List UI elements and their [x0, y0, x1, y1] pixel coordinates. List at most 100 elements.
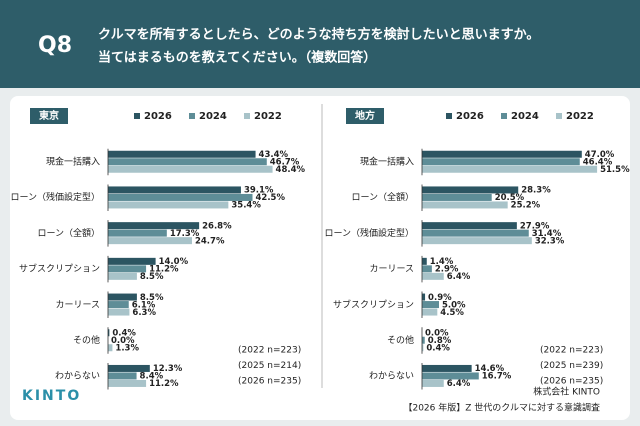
value-label: 6.3% [132, 308, 156, 318]
category-label: ローン（全額） [351, 191, 414, 203]
bar [422, 193, 492, 201]
value-label: 31.4% [532, 229, 562, 239]
bar [108, 372, 137, 380]
value-label: 43.4% [259, 150, 289, 160]
bar [108, 364, 150, 372]
category-label: わからない [55, 371, 100, 382]
bar [422, 201, 508, 209]
value-label: 32.3% [535, 236, 565, 246]
value-label: 6.1% [132, 300, 156, 310]
logo: KINTO [22, 388, 81, 404]
source: 【2026 年版】Z 世代のクルマに対する意識調査 [403, 402, 600, 414]
question-line: クルマを所有するとしたら、どのような持ち方を検討したいと思いますか。 [98, 27, 539, 43]
value-label: 16.7% [482, 372, 512, 382]
bar [108, 165, 273, 173]
bar [108, 344, 113, 352]
bar [108, 301, 129, 309]
bar [108, 193, 253, 201]
value-label: 26.8% [202, 221, 232, 231]
value-label: 0.4% [426, 344, 450, 354]
bar [108, 293, 137, 301]
note: (2022 n=223) [238, 346, 301, 356]
value-label: 24.7% [195, 236, 225, 246]
bar [422, 165, 598, 173]
bar [422, 158, 580, 166]
panel-label-box [346, 108, 384, 124]
category-label: その他 [387, 334, 414, 346]
category-label: ローン（残価設定型） [10, 191, 100, 203]
bar [422, 364, 472, 372]
note: (2026 n=235) [540, 377, 603, 387]
value-label: 4.5% [440, 308, 464, 318]
category-label: 現金一括購入 [46, 156, 100, 168]
bar [422, 150, 582, 158]
value-label: 11.2% [149, 379, 179, 389]
category-label: その他 [73, 334, 100, 346]
legend-label: 2022 [254, 111, 282, 122]
value-label: 47.0% [585, 150, 615, 160]
value-label: 46.4% [583, 158, 613, 168]
legend-label: 2024 [199, 111, 227, 122]
bar [422, 186, 519, 194]
value-label: 8.5% [140, 272, 164, 282]
value-label: 11.2% [149, 265, 179, 275]
bar [422, 379, 444, 387]
value-label: 6.4% [447, 272, 471, 282]
bar [422, 222, 517, 230]
header-band [0, 0, 640, 88]
category-label: カーリース [55, 299, 100, 310]
bar [422, 301, 439, 309]
value-label: 0.8% [428, 336, 452, 346]
legend-label: 2026 [144, 111, 172, 122]
value-label: 6.4% [447, 379, 471, 389]
value-label: 1.4% [430, 257, 454, 267]
value-label: 42.5% [256, 193, 286, 203]
note: (2025 n=239) [540, 361, 603, 371]
bar [108, 308, 130, 316]
bar [108, 272, 137, 280]
value-label: 0.9% [428, 293, 452, 303]
bar [108, 329, 110, 337]
legend-label: 2026 [456, 111, 484, 122]
bar [108, 186, 241, 194]
value-label: 51.5% [600, 165, 630, 175]
category-label: わからない [369, 371, 414, 382]
value-label: 0.4% [112, 329, 136, 339]
bar [108, 379, 147, 387]
bar [422, 308, 438, 316]
bar [108, 150, 256, 158]
bar [422, 265, 432, 273]
note: (2022 n=223) [540, 346, 603, 356]
panel [10, 96, 630, 420]
legend-label: 2022 [566, 111, 594, 122]
panel-label: 東京 [39, 109, 59, 122]
value-label: 0.0% [425, 329, 449, 339]
legend-swatch [501, 113, 507, 119]
bar [422, 293, 426, 301]
value-label: 0.0% [111, 336, 135, 346]
panel-label-box [30, 108, 68, 124]
value-label: 2.9% [435, 265, 459, 275]
question-number: Q8 [38, 33, 72, 58]
value-label: 39.1% [244, 186, 274, 196]
bar [108, 265, 147, 273]
value-label: 14.6% [475, 364, 505, 374]
value-label: 8.4% [140, 372, 164, 382]
value-label: 1.3% [115, 344, 139, 354]
bar [108, 222, 200, 230]
value-label: 35.4% [231, 201, 261, 211]
bar [422, 272, 444, 280]
bar [422, 336, 425, 344]
category-label: 現金一括購入 [360, 156, 414, 168]
bar [108, 229, 167, 237]
value-label: 5.0% [442, 300, 466, 310]
category-label: ローン（残価設定型） [324, 227, 414, 239]
value-label: 17.3% [170, 229, 200, 239]
category-label: サブスクリプション [19, 263, 100, 275]
legend-swatch [446, 113, 452, 119]
value-label: 48.4% [276, 165, 306, 175]
question-line: 当てはまるものを教えてください。（複数回答） [98, 50, 376, 66]
bar [108, 158, 267, 166]
category-label: カーリース [369, 264, 414, 275]
